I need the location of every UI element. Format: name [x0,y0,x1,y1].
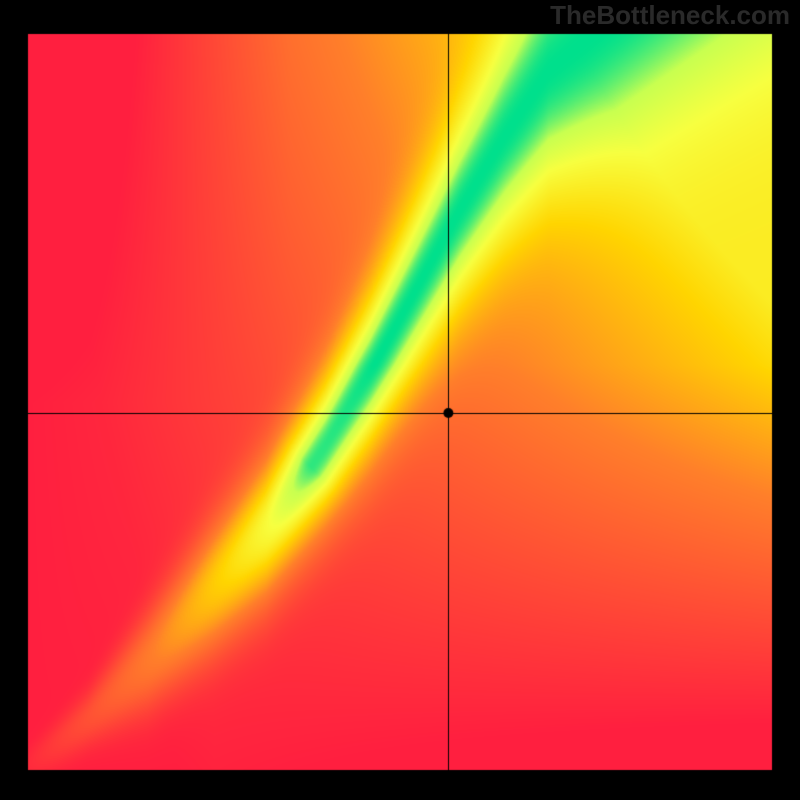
watermark-text: TheBottleneck.com [550,0,790,31]
heatmap-canvas [0,0,800,800]
chart-container: TheBottleneck.com [0,0,800,800]
